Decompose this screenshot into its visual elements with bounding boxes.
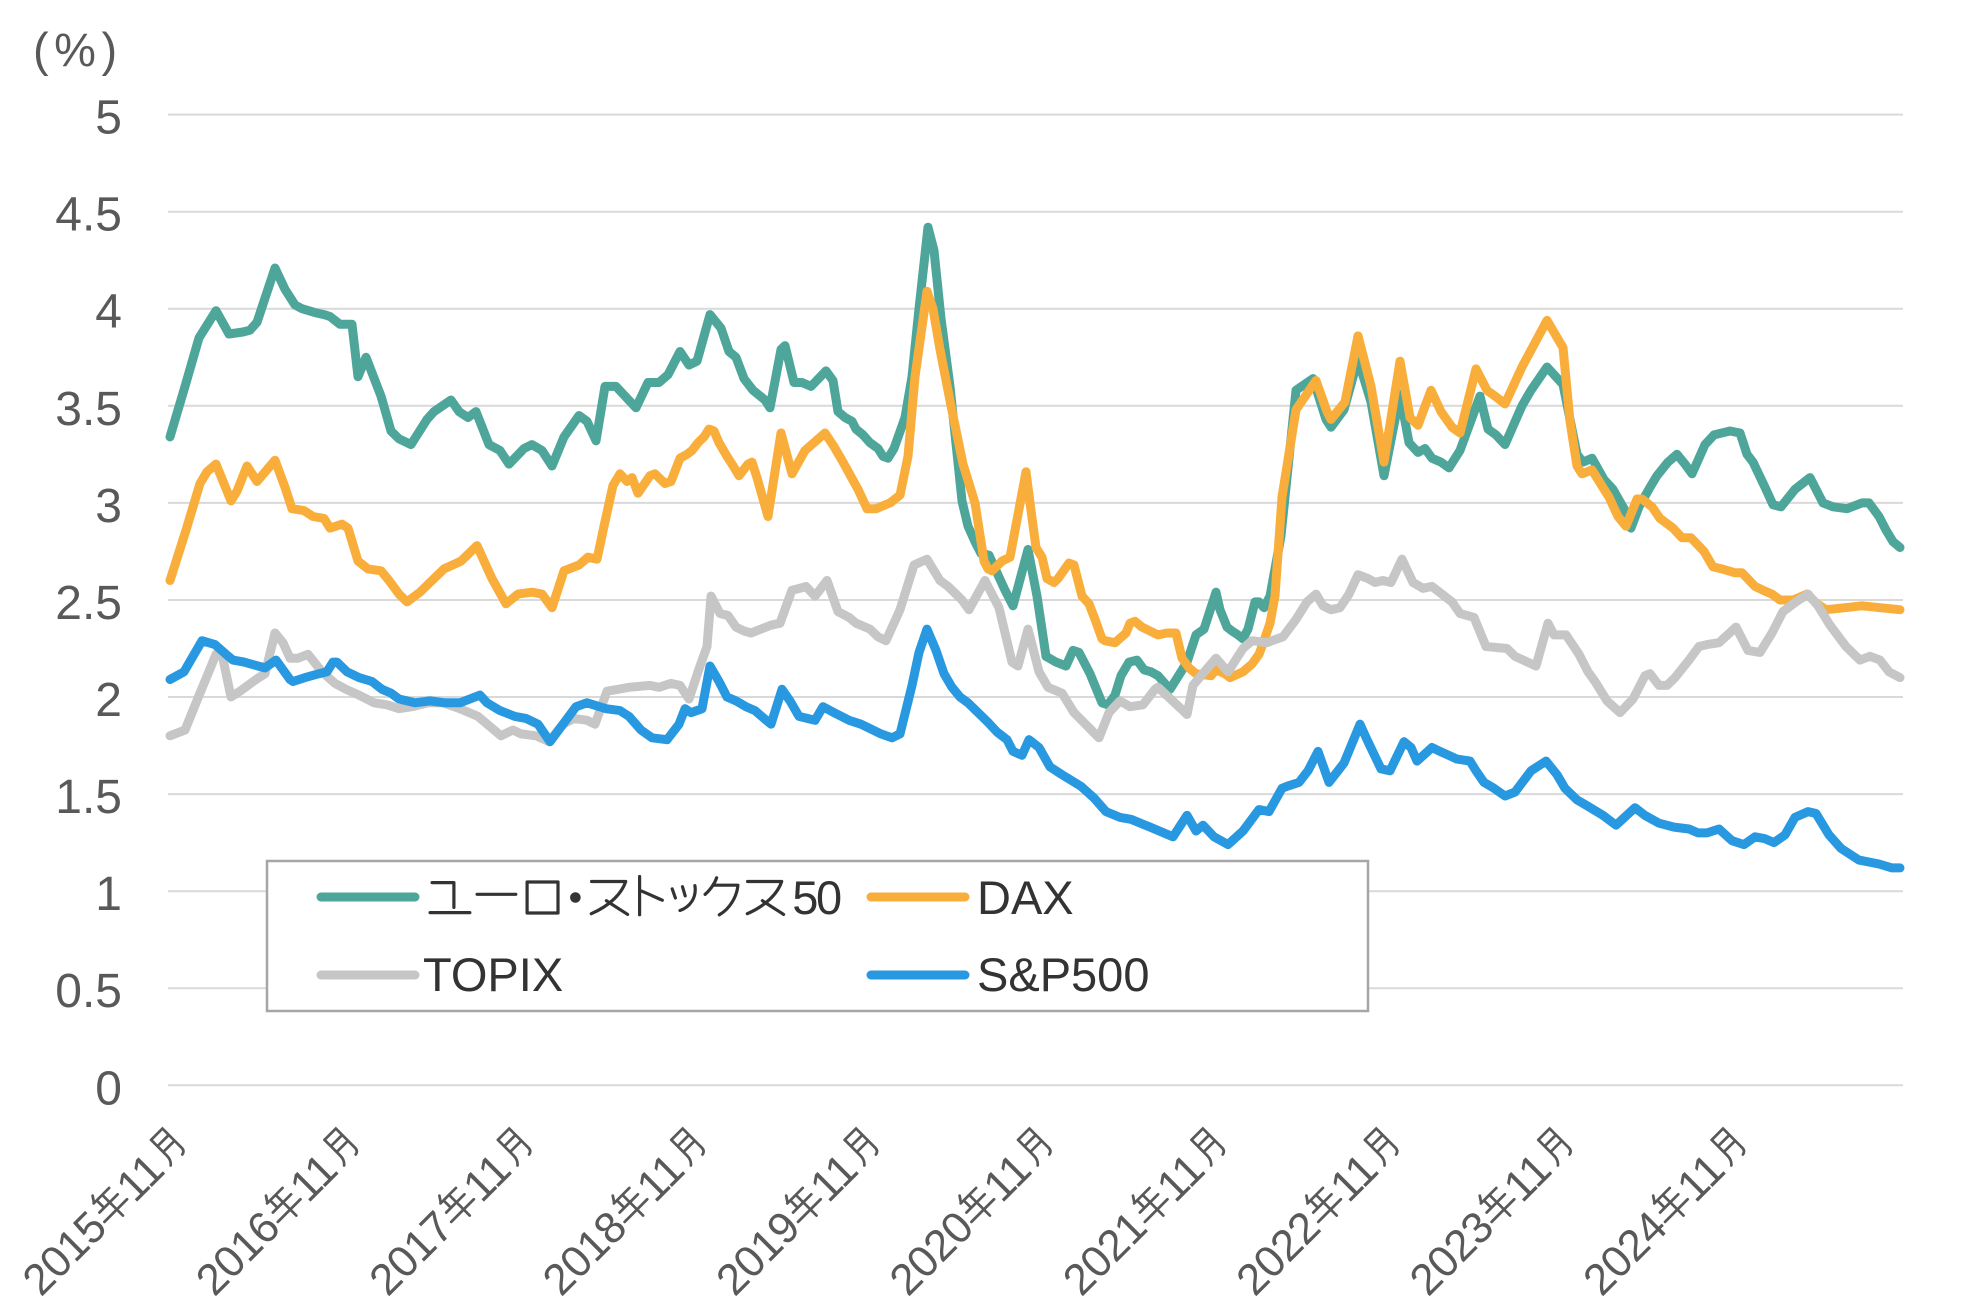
svg-text:4.5: 4.5 <box>55 189 122 242</box>
svg-text:5: 5 <box>95 92 122 145</box>
svg-text:3.5: 3.5 <box>55 383 122 436</box>
svg-text:1.5: 1.5 <box>55 771 122 824</box>
svg-text:S&P500: S&P500 <box>977 948 1149 1001</box>
svg-text:4: 4 <box>95 286 122 339</box>
svg-text:DAX: DAX <box>977 871 1074 924</box>
svg-text:50: 50 <box>792 871 841 924</box>
svg-text:1: 1 <box>95 868 122 921</box>
svg-text:TOPIX: TOPIX <box>423 948 563 1001</box>
svg-text:3: 3 <box>95 480 122 533</box>
svg-text:2.5: 2.5 <box>55 577 122 630</box>
svg-text:(%): (%) <box>33 23 123 76</box>
svg-text:0.5: 0.5 <box>55 965 122 1018</box>
svg-text:0: 0 <box>95 1062 122 1115</box>
svg-text:2: 2 <box>95 674 122 727</box>
